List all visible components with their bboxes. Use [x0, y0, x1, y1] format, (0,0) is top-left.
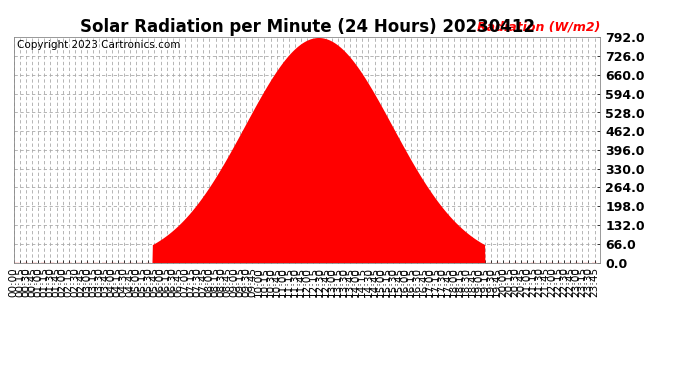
Title: Solar Radiation per Minute (24 Hours) 20230412: Solar Radiation per Minute (24 Hours) 20…: [79, 18, 535, 36]
Text: Radiation (W/m2): Radiation (W/m2): [477, 20, 600, 33]
Text: Copyright 2023 Cartronics.com: Copyright 2023 Cartronics.com: [17, 40, 180, 50]
